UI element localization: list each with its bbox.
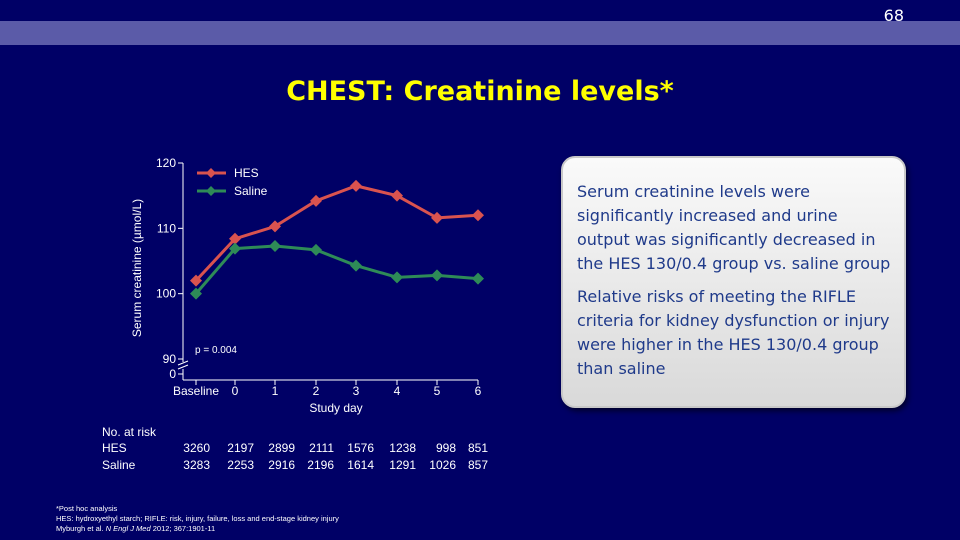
data-point-saline [431,269,443,282]
data-point-hes [269,220,281,233]
y-tick-label: 120 [156,156,176,170]
at-risk-row-label: HES [102,441,127,455]
data-point-hes [310,194,322,207]
data-point-hes [431,211,443,224]
y-tick-label: 100 [156,287,176,301]
footnote-abbreviations: HES: hydroxyethyl starch; RIFLE: risk, i… [56,514,339,523]
series-line-hes [194,184,479,282]
at-risk-row-label: Saline [102,458,136,472]
summary-callout: Serum creatinine levels were significant… [561,156,906,408]
summary-paragraph-2: Relative risks of meeting the RIFLE crit… [577,287,890,378]
at-risk-header: No. at risk [102,425,157,439]
x-tick-label: 1 [272,384,279,398]
header-bar [0,21,960,45]
x-tick-label: 5 [434,384,441,398]
at-risk-value: 1238 [389,441,416,455]
at-risk-value: 2111 [309,441,334,455]
at-risk-value: 851 [467,441,488,455]
p-value-annotation: p = 0.004 [195,345,237,356]
data-point-hes [190,274,202,287]
data-point-saline [229,242,241,255]
at-risk-value: 1614 [347,458,374,472]
y-tick-label: 0 [169,367,176,381]
data-point-hes [391,189,403,202]
axis-break-mark [177,360,189,370]
at-risk-value: 998 [435,441,456,455]
series-line-saline [194,244,479,295]
x-tick-label: 3 [353,384,360,398]
x-tick-label: Baseline [173,384,219,398]
legend-marker-saline [206,186,216,196]
x-tick-label: 4 [394,384,401,398]
reference-citation: 2012; 367:1901-11 [150,524,216,533]
data-point-hes [350,179,362,192]
at-risk-value: 3283 [183,458,210,472]
data-point-saline [350,259,362,272]
footnote-post-hoc: *Post hoc analysis [56,504,118,513]
footnote-reference: Myburgh et al. N Engl J Med 2012; 367:19… [56,524,215,534]
slide-number: 68 [883,6,904,25]
legend-label-saline: Saline [234,184,268,198]
summary-paragraph-1: Serum creatinine levels were significant… [577,182,891,273]
at-risk-value: 2196 [307,458,334,472]
at-risk-value: 2197 [227,441,254,455]
legend-label-hes: HES [234,166,259,180]
x-tick-label: 2 [313,384,320,398]
at-risk-value: 857 [467,458,488,472]
at-risk-value: 2253 [227,458,254,472]
y-tick-label: 110 [157,221,176,235]
at-risk-value: 1026 [429,458,456,472]
at-risk-value: 2899 [268,441,295,455]
data-point-saline [310,243,322,256]
x-tick-label: 0 [232,384,239,398]
at-risk-value: 1576 [347,441,374,455]
at-risk-value: 1291 [389,458,416,472]
data-point-hes [229,232,241,245]
reference-authors: Myburgh et al. [56,524,106,533]
y-tick-label: 90 [163,352,177,366]
slide-title: CHEST: Creatinine levels* [286,76,674,107]
legend-marker-hes [206,168,216,178]
data-point-saline [472,272,484,285]
at-risk-value: 3260 [183,441,210,455]
data-point-hes [472,209,484,222]
y-axis-title: Serum creatinine (µmol/L) [130,199,144,337]
x-axis-title: Study day [309,401,362,415]
data-point-saline [269,239,281,252]
x-tick-label: 6 [475,384,482,398]
data-point-saline [190,287,202,300]
reference-journal: N Engl J Med [105,524,151,533]
data-point-saline [391,271,403,284]
at-risk-value: 2916 [268,458,295,472]
